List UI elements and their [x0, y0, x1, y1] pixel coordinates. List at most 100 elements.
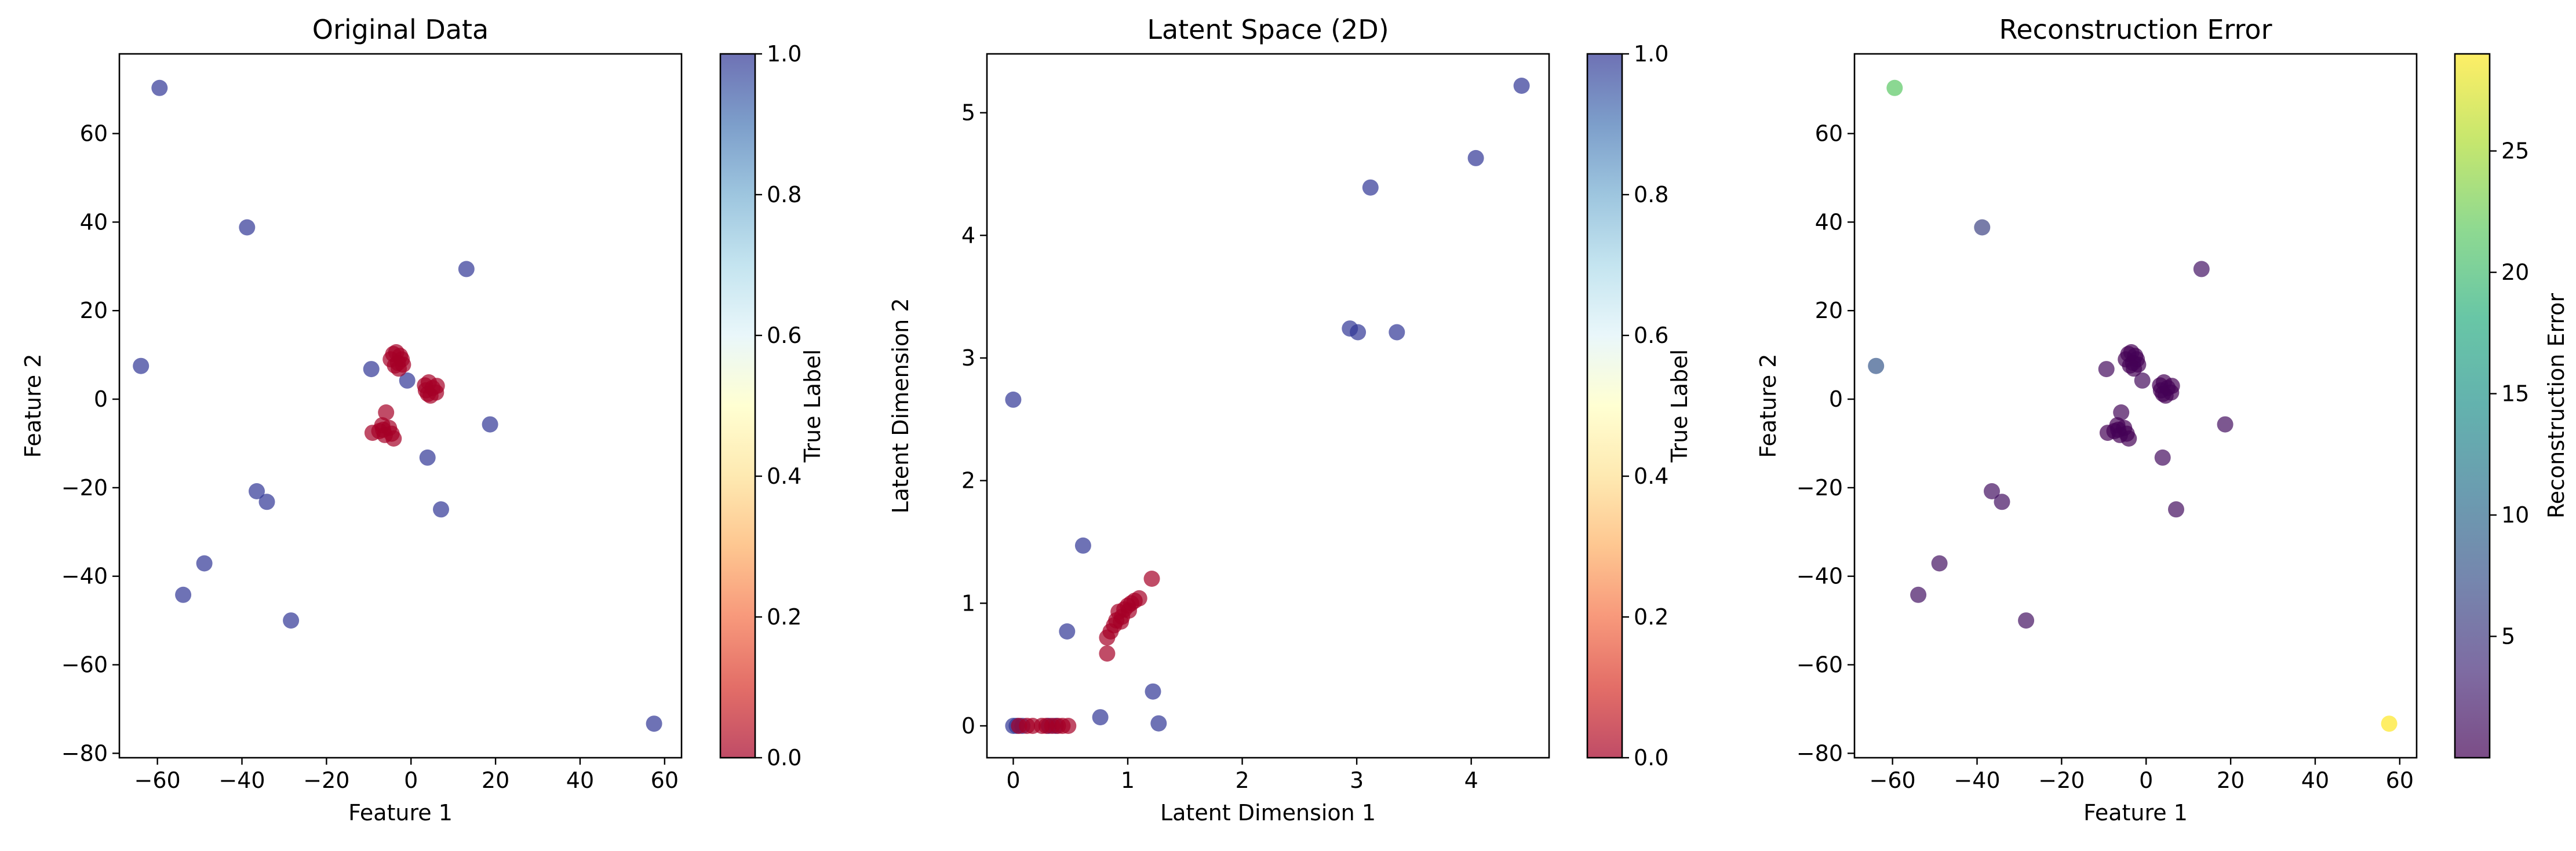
colorbar-tick-label: 5 — [2501, 624, 2515, 649]
x-tick-label: 4 — [1464, 768, 1478, 793]
y-tick-label: −40 — [1797, 564, 1843, 589]
data-point — [391, 360, 407, 377]
x-tick-label: −60 — [134, 768, 181, 793]
x-tick-label: 0 — [2139, 768, 2153, 793]
data-point — [420, 385, 436, 402]
x-tick-label: 0 — [1006, 768, 1020, 793]
panel-3: −60 −40 −20 0 20 40 60 −80 −60 −40 −20 0 20 40 60 Recon… — [1755, 14, 2569, 826]
colorbar-tick-label: 10 — [2501, 502, 2529, 528]
colorbar-tick-label: 0.0 — [1634, 745, 1668, 770]
colorbar: 5 10 15 20 25 Reconstruction Error — [2454, 53, 2569, 759]
data-point — [458, 261, 475, 277]
colorbar-label: Reconstruction Error — [2544, 293, 2569, 518]
data-point — [1994, 494, 2010, 510]
colorbar-tick-label: 0.0 — [767, 745, 801, 770]
data-point — [2193, 261, 2210, 277]
data-point — [419, 449, 436, 466]
x-tick-label: 40 — [2301, 768, 2329, 793]
data-point — [196, 555, 213, 572]
colorbar-frame — [719, 53, 756, 759]
x-tick-label: 40 — [566, 768, 594, 793]
data-point — [1910, 586, 1927, 603]
colorbar-gradient — [1587, 54, 1622, 758]
data-point — [1362, 179, 1379, 196]
data-point — [239, 219, 256, 236]
data-point — [1143, 571, 1160, 587]
x-tick-label: −60 — [1870, 768, 1916, 793]
data-point — [399, 372, 416, 389]
y-tick-label: 5 — [961, 100, 975, 126]
data-point — [388, 344, 405, 360]
y-tick-label: 60 — [1815, 121, 1843, 147]
y-axis-label: Feature 2 — [1755, 354, 1781, 458]
data-point — [2113, 404, 2130, 421]
x-tick-label: 20 — [482, 768, 509, 793]
colorbar-tick-label: 1.0 — [767, 41, 801, 67]
x-tick-label: −40 — [1954, 768, 2000, 793]
data-point — [133, 357, 150, 374]
x-tick-label: 20 — [2217, 768, 2245, 793]
y-tick-label: 4 — [961, 222, 975, 248]
data-point — [363, 361, 380, 378]
colorbar-tick-label: 0.6 — [1634, 323, 1668, 348]
data-point — [2134, 372, 2151, 389]
data-point — [378, 404, 395, 421]
data-point — [2217, 416, 2233, 433]
data-point — [433, 501, 449, 518]
scatter-points — [1868, 79, 2398, 732]
data-point — [1886, 79, 1903, 96]
colorbar-gradient — [2455, 54, 2490, 758]
data-point — [175, 586, 192, 603]
x-tick-label: −40 — [218, 768, 265, 793]
data-point — [2018, 612, 2035, 629]
y-tick-label: 0 — [94, 386, 108, 412]
data-point — [375, 421, 392, 438]
data-point — [1145, 683, 1161, 700]
axes-frame — [118, 53, 683, 759]
data-point — [1389, 324, 1405, 341]
y-tick-label: 0 — [1829, 386, 1843, 412]
data-point — [283, 612, 300, 629]
y-tick-label: 40 — [80, 209, 108, 235]
colorbar-tick-label: 0.4 — [1634, 463, 1668, 489]
y-tick-label: 20 — [80, 298, 108, 323]
x-tick-label: 60 — [651, 768, 679, 793]
chart-title: Reconstruction Error — [1999, 14, 2272, 45]
colorbar-tick-label: 0.8 — [767, 182, 801, 207]
colorbar-frame — [2454, 53, 2491, 759]
y-tick-label: 2 — [961, 468, 975, 494]
data-point — [1350, 324, 1367, 341]
x-tick-label: 60 — [2386, 768, 2414, 793]
colorbar-tick-label: 0.2 — [767, 604, 801, 630]
colorbar-tick-label: 0.2 — [1634, 604, 1668, 630]
y-tick-label: 40 — [1815, 209, 1843, 235]
x-tick-label: 0 — [404, 768, 418, 793]
data-point — [2155, 385, 2171, 402]
y-tick-label: −60 — [1797, 652, 1843, 678]
data-point — [1092, 709, 1109, 726]
colorbar-tick-label: 0.4 — [767, 463, 801, 489]
data-point — [1005, 391, 1022, 408]
data-point — [1060, 718, 1077, 734]
data-point — [2098, 361, 2115, 378]
data-point — [151, 79, 168, 96]
colorbar-frame — [1586, 53, 1623, 759]
data-point — [2168, 501, 2184, 518]
y-axis-label: Latent Dimension 2 — [888, 298, 913, 513]
data-point — [1931, 555, 1948, 572]
data-point — [1984, 483, 2000, 499]
data-point — [249, 483, 265, 499]
data-point — [2154, 449, 2171, 466]
data-point — [2381, 715, 2398, 732]
colorbar-label: True Label — [1667, 349, 1692, 463]
data-point — [1150, 715, 1167, 732]
data-point — [2123, 344, 2140, 360]
y-tick-label: 1 — [961, 590, 975, 616]
data-point — [1974, 219, 1991, 236]
data-point — [1059, 623, 1076, 640]
colorbar-label: True Label — [800, 349, 825, 463]
axes-frame — [1853, 53, 2418, 759]
panel-1: −60 −40 −20 0 20 40 60 −80 −60 −40 −20 0 20 40 60 Origi… — [20, 14, 825, 826]
data-point — [1074, 537, 1091, 554]
